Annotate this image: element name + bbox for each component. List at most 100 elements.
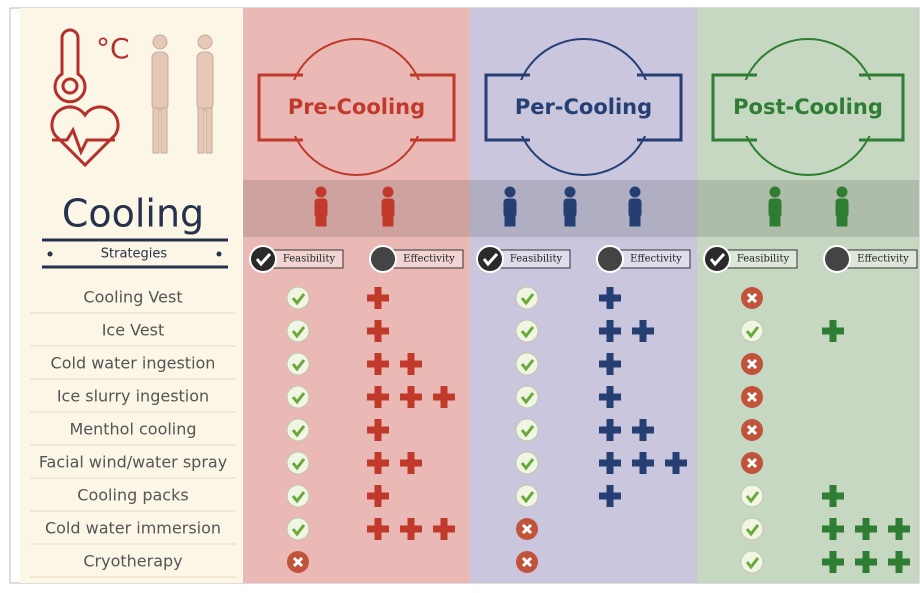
plus xyxy=(367,419,389,441)
badge-check xyxy=(255,252,272,267)
icon-body xyxy=(563,198,577,218)
feasible-check xyxy=(286,451,310,475)
activity-icon xyxy=(563,186,577,227)
title: Cooling xyxy=(62,192,204,236)
activity-icon xyxy=(835,186,849,227)
infeasible-cross xyxy=(516,551,538,573)
plus xyxy=(599,452,621,474)
effectivity-pluses xyxy=(367,485,389,507)
plus xyxy=(367,287,389,309)
feasible-check xyxy=(286,517,310,541)
temperature-unit: °C xyxy=(96,32,130,65)
feasibility-label: Feasibility xyxy=(283,254,336,265)
strategy-name: Cooling packs xyxy=(77,486,188,505)
heart-icon xyxy=(50,105,120,168)
cross xyxy=(746,358,758,370)
plus xyxy=(400,452,422,474)
icon-head xyxy=(315,186,327,198)
check xyxy=(745,491,760,504)
feasible-check xyxy=(286,418,310,442)
strategy-name: Cooling Vest xyxy=(83,288,182,307)
plus xyxy=(367,320,389,342)
effectivity-pluses xyxy=(599,320,654,342)
thermometer-icon xyxy=(53,28,87,104)
plus xyxy=(599,287,621,309)
feasible-check xyxy=(286,352,310,376)
effectivity-pluses xyxy=(367,320,389,342)
activity-icon xyxy=(768,186,782,227)
infeasible-cross xyxy=(287,551,309,573)
plus xyxy=(632,419,654,441)
icon-body xyxy=(628,198,642,218)
feasible-check xyxy=(740,484,764,508)
plus xyxy=(632,320,654,342)
feasible-check xyxy=(286,385,310,409)
plus xyxy=(822,485,844,507)
strategy-name: Cold water immersion xyxy=(45,519,221,538)
plus xyxy=(599,353,621,375)
icon-legs xyxy=(315,215,327,227)
plus xyxy=(888,551,910,573)
check-circle xyxy=(515,451,539,475)
phase-title: Post-Cooling xyxy=(733,95,883,119)
effectivity-pluses xyxy=(367,518,455,540)
check xyxy=(291,425,306,438)
effectivity-pluses xyxy=(822,518,910,540)
activity-icon xyxy=(628,186,642,227)
strategy-name: Cryotherapy xyxy=(83,552,182,571)
plus xyxy=(599,419,621,441)
plus xyxy=(599,320,621,342)
strategy-name: Cold water ingestion xyxy=(51,354,216,373)
title-box xyxy=(711,73,905,142)
icon-body xyxy=(835,198,849,218)
cross xyxy=(746,424,758,436)
check xyxy=(291,491,306,504)
infeasible-cross xyxy=(741,386,763,408)
icon-head xyxy=(504,186,516,198)
icon-legs xyxy=(382,215,394,227)
check xyxy=(291,524,306,537)
icon-band xyxy=(697,180,919,237)
effectivity-pluses xyxy=(599,485,621,507)
label-badge xyxy=(823,245,851,273)
subtitle: Strategies xyxy=(101,247,168,262)
plus xyxy=(599,485,621,507)
icon-body xyxy=(314,198,328,218)
icon-head xyxy=(629,186,641,198)
check xyxy=(291,458,306,471)
icon-legs xyxy=(629,215,641,227)
plus xyxy=(367,518,389,540)
effectivity-pluses xyxy=(367,386,455,408)
strategy-name: Menthol cooling xyxy=(69,420,196,439)
effectivity-label: Effectivity xyxy=(403,254,455,265)
check xyxy=(520,458,535,471)
plus xyxy=(367,353,389,375)
effectivity-pluses xyxy=(599,419,654,441)
feasible-check xyxy=(740,550,764,574)
feasibility-label: Feasibility xyxy=(510,254,563,265)
phase-title: Pre-Cooling xyxy=(288,95,425,119)
icon-head xyxy=(382,186,394,198)
effectivity-pluses xyxy=(822,320,844,342)
feasible-check xyxy=(515,319,539,343)
icon-legs xyxy=(836,215,848,227)
icon-legs xyxy=(504,215,516,227)
title-mask xyxy=(484,80,683,136)
plus xyxy=(367,485,389,507)
title-mask xyxy=(711,80,905,136)
plus xyxy=(855,518,877,540)
check xyxy=(745,326,760,339)
icon-body xyxy=(768,198,782,218)
check xyxy=(520,392,535,405)
strategy-name: Ice slurry ingestion xyxy=(57,387,209,406)
plus xyxy=(367,386,389,408)
check-circle xyxy=(740,484,764,508)
title-mask xyxy=(257,80,456,136)
check xyxy=(291,392,306,405)
check-circle xyxy=(286,517,310,541)
bullet xyxy=(216,251,222,257)
effectivity-pluses xyxy=(599,353,621,375)
plus xyxy=(400,353,422,375)
effectivity-pluses xyxy=(599,452,687,474)
check-circle xyxy=(515,286,539,310)
